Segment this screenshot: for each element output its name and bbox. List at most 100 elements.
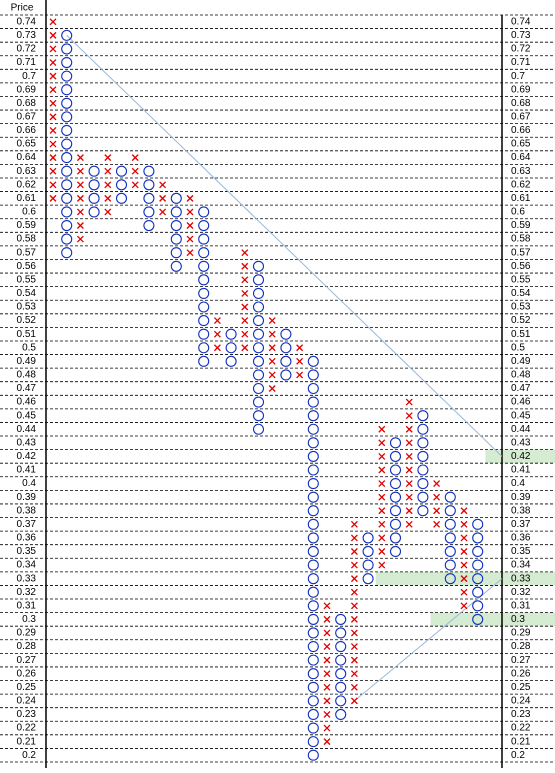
o-mark bbox=[198, 274, 210, 286]
x-stroke bbox=[268, 344, 276, 352]
o-circle bbox=[389, 532, 402, 544]
x-stroke bbox=[131, 167, 139, 175]
o-mark bbox=[170, 206, 182, 218]
x-stroke bbox=[405, 452, 413, 460]
o-circle bbox=[472, 518, 484, 530]
y-tick-label: 0.35 bbox=[17, 546, 37, 557]
x-mark bbox=[268, 385, 276, 392]
o-circle bbox=[389, 450, 402, 462]
o-circle bbox=[143, 206, 155, 218]
o-circle bbox=[61, 192, 73, 204]
o-mark bbox=[170, 247, 182, 259]
x-mark bbox=[49, 59, 57, 66]
x-stroke bbox=[131, 154, 139, 162]
o-circle bbox=[198, 315, 210, 327]
o-circle bbox=[389, 491, 402, 503]
o-mark bbox=[115, 179, 128, 191]
x-mark bbox=[433, 480, 441, 488]
o-circle bbox=[143, 179, 155, 191]
x-stroke bbox=[49, 99, 57, 107]
o-circle bbox=[417, 478, 429, 490]
o-mark bbox=[307, 437, 319, 449]
o-circle bbox=[252, 301, 265, 313]
o-mark bbox=[307, 736, 319, 748]
x-mark bbox=[296, 357, 304, 365]
x-stroke bbox=[76, 167, 84, 175]
x-stroke bbox=[323, 683, 331, 691]
o-mark bbox=[115, 165, 128, 177]
o-mark bbox=[252, 382, 265, 395]
y-tick-label-right: 0.62 bbox=[511, 179, 531, 190]
x-stroke bbox=[268, 357, 276, 365]
y-tick-label: 0.3 bbox=[22, 614, 36, 625]
x-stroke bbox=[49, 45, 57, 53]
x-mark bbox=[378, 466, 386, 474]
o-circle bbox=[252, 274, 265, 286]
o-mark bbox=[115, 192, 128, 204]
x-mark bbox=[378, 534, 386, 542]
y-tick-label: 0.2 bbox=[22, 750, 36, 761]
y-tick-label: 0.52 bbox=[17, 315, 37, 326]
o-circle bbox=[307, 613, 319, 625]
y-tick-label-right: 0.56 bbox=[511, 261, 531, 272]
y-tick-label-right: 0.41 bbox=[511, 465, 531, 476]
o-circle bbox=[389, 437, 402, 449]
x-stroke bbox=[378, 534, 386, 542]
y-tick-label: 0.68 bbox=[17, 98, 37, 109]
x-stroke bbox=[104, 181, 112, 189]
y-tick-label: 0.5 bbox=[22, 342, 36, 353]
y-tick-label-right: 0.21 bbox=[511, 736, 531, 747]
x-stroke bbox=[405, 425, 413, 433]
o-circle bbox=[472, 559, 484, 571]
x-stroke bbox=[296, 357, 304, 365]
o-mark bbox=[61, 138, 73, 150]
o-circle bbox=[61, 70, 73, 82]
x-mark bbox=[378, 425, 386, 433]
o-mark bbox=[389, 505, 402, 517]
o-mark bbox=[472, 532, 484, 544]
x-mark bbox=[378, 548, 386, 555]
o-circle bbox=[115, 192, 128, 204]
x-mark bbox=[350, 575, 358, 583]
y-tick-label-right: 0.3 bbox=[511, 614, 525, 625]
x-mark bbox=[378, 561, 386, 569]
o-mark bbox=[307, 396, 319, 408]
x-stroke bbox=[49, 86, 57, 94]
o-mark bbox=[280, 328, 292, 340]
x-mark bbox=[268, 330, 276, 338]
o-circle bbox=[307, 627, 319, 639]
x-stroke bbox=[76, 154, 84, 162]
x-stroke bbox=[241, 289, 249, 297]
x-stroke bbox=[186, 208, 194, 216]
x-stroke bbox=[405, 439, 413, 447]
x-mark bbox=[49, 45, 57, 53]
x-mark bbox=[460, 520, 468, 528]
x-stroke bbox=[350, 575, 358, 583]
x-stroke bbox=[350, 534, 358, 542]
o-circle bbox=[444, 505, 456, 517]
y-tick-label: 0.45 bbox=[17, 410, 37, 421]
x-stroke bbox=[378, 452, 386, 460]
y-tick-label: 0.51 bbox=[17, 329, 37, 340]
o-mark bbox=[307, 586, 319, 598]
x-mark bbox=[350, 629, 358, 637]
y-tick-label: 0.47 bbox=[17, 383, 37, 394]
o-circle bbox=[307, 681, 319, 693]
x-stroke bbox=[433, 480, 441, 488]
x-stroke bbox=[460, 507, 468, 515]
o-mark bbox=[417, 491, 429, 503]
x-mark bbox=[241, 330, 249, 338]
y-tick-label-right: 0.51 bbox=[511, 329, 531, 340]
x-stroke bbox=[405, 520, 413, 528]
o-mark bbox=[170, 233, 182, 245]
o-mark bbox=[225, 342, 237, 354]
x-stroke bbox=[323, 615, 331, 623]
x-mark bbox=[323, 629, 331, 637]
x-stroke bbox=[378, 520, 386, 528]
x-stroke bbox=[433, 493, 441, 501]
y-tick-label: 0.37 bbox=[17, 519, 37, 530]
o-mark bbox=[307, 518, 319, 530]
x-stroke bbox=[49, 113, 57, 121]
x-stroke bbox=[460, 534, 468, 542]
